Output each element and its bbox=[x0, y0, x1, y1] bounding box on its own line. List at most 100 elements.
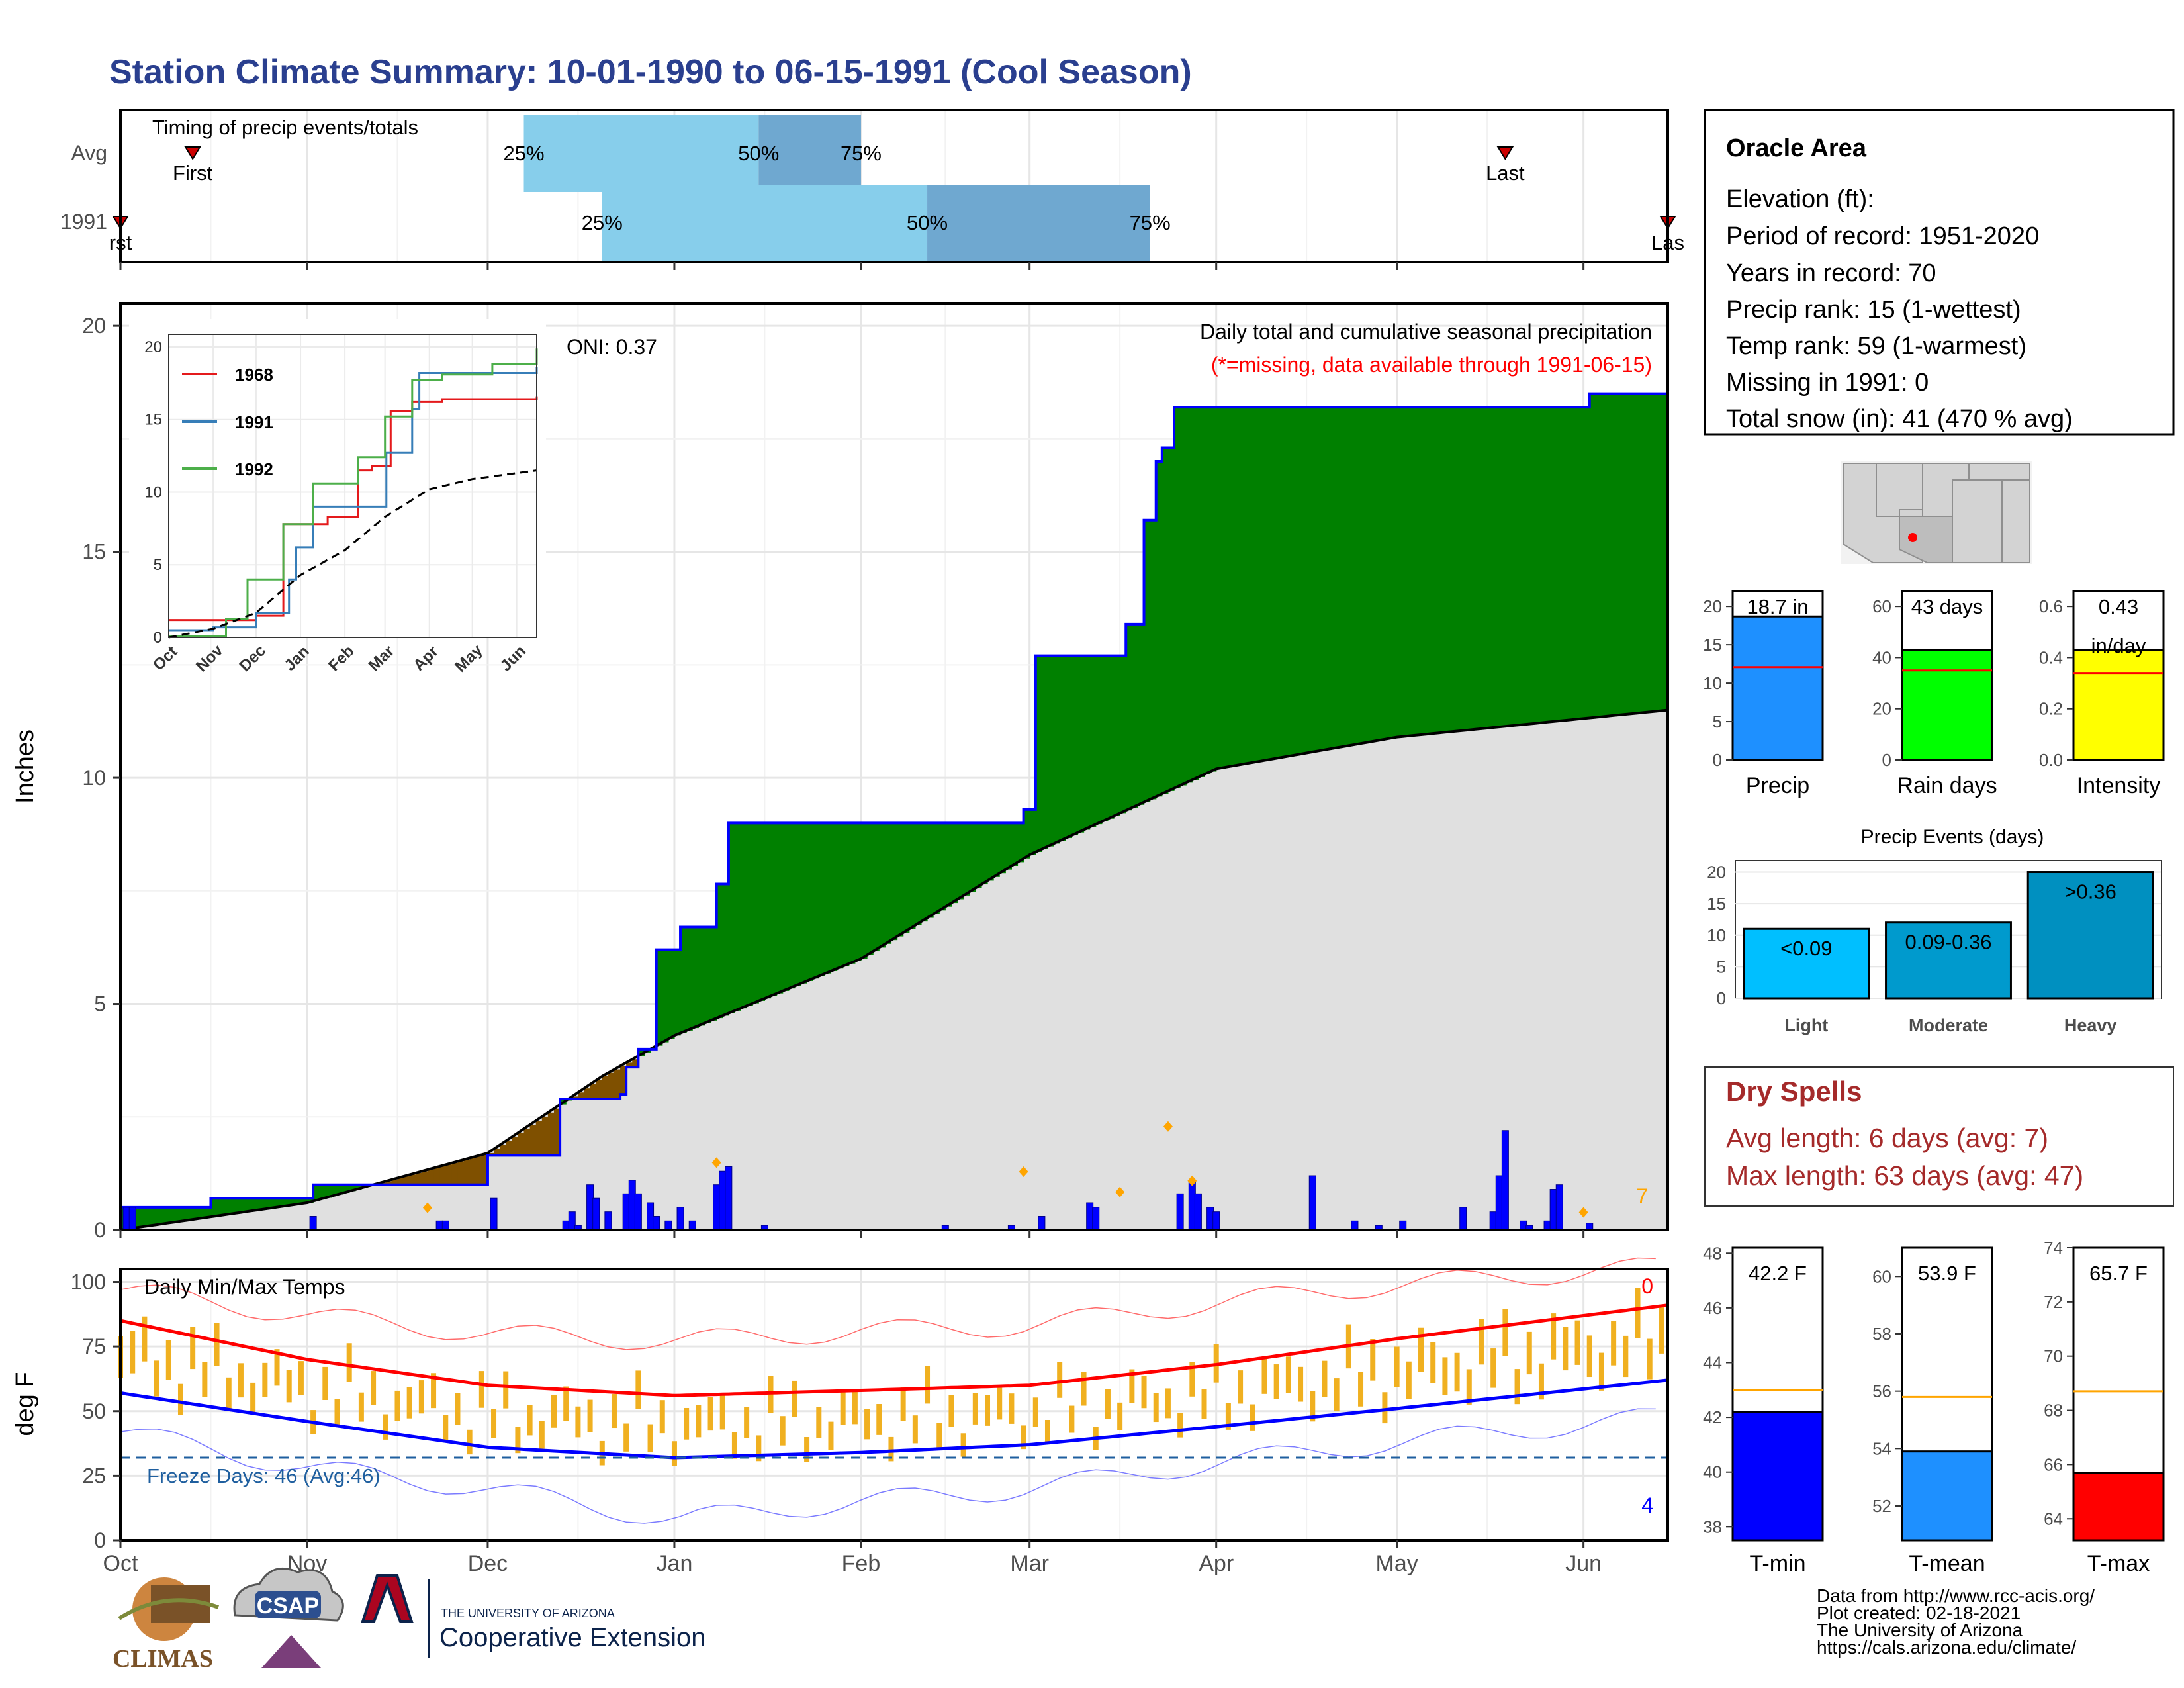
above-average-fill bbox=[1174, 407, 1181, 788]
daily-temp-bar bbox=[262, 1362, 268, 1397]
daily-precip-bar bbox=[1188, 1180, 1196, 1231]
inset-x-tick-label: Feb bbox=[325, 642, 357, 675]
above-average-fill bbox=[240, 1198, 248, 1213]
daily-precip-bar bbox=[128, 1207, 136, 1231]
above-average-fill bbox=[885, 823, 892, 944]
mini-chart-tick-label: 0 bbox=[1713, 750, 1722, 770]
timing-bar-50-75 bbox=[758, 115, 861, 192]
daily-precip-bar bbox=[1555, 1184, 1563, 1231]
below-average-fill bbox=[620, 1066, 627, 1095]
daily-temp-bar bbox=[298, 1361, 304, 1395]
above-average-fill bbox=[1619, 393, 1626, 715]
y-tick-label: 5 bbox=[94, 992, 106, 1016]
daily-precip-bar bbox=[1351, 1220, 1359, 1231]
temp-summary-name: T-min bbox=[1750, 1551, 1806, 1576]
daily-precip-bar bbox=[725, 1166, 733, 1231]
daily-temp-bar bbox=[635, 1370, 641, 1409]
above-average-fill bbox=[1553, 407, 1560, 722]
above-average-fill bbox=[1216, 407, 1223, 769]
above-average-fill bbox=[831, 823, 838, 971]
below-average-fill bbox=[535, 1121, 543, 1156]
daily-temp-bar bbox=[1261, 1358, 1267, 1394]
above-average-fill bbox=[1637, 393, 1645, 714]
timing-bar-50-75 bbox=[927, 185, 1150, 261]
above-average-fill bbox=[813, 823, 819, 979]
daily-temp-bar bbox=[406, 1386, 412, 1419]
daily-temp-bar bbox=[1466, 1369, 1472, 1405]
below-average-fill bbox=[439, 1166, 446, 1185]
daily-temp-bar bbox=[1250, 1404, 1255, 1431]
daily-temp-bar bbox=[925, 1366, 931, 1404]
above-average-fill bbox=[283, 1198, 290, 1207]
month-tick-label: Dec bbox=[468, 1551, 508, 1576]
above-average-fill bbox=[1180, 407, 1187, 786]
daily-temp-bar bbox=[1141, 1376, 1147, 1409]
temp-summary-tick-label: 56 bbox=[1872, 1382, 1891, 1401]
above-average-fill bbox=[295, 1198, 302, 1205]
ua-small-text: THE UNIVERSITY OF ARIZONA bbox=[441, 1607, 615, 1620]
daily-temp-bar bbox=[587, 1399, 593, 1432]
above-average-fill bbox=[289, 1198, 296, 1205]
above-average-fill bbox=[741, 823, 747, 1009]
first-event-label: First bbox=[173, 162, 213, 185]
precip-y-label: Inches bbox=[11, 729, 39, 804]
daily-temp-bar bbox=[816, 1407, 822, 1438]
daily-temp-bar bbox=[1454, 1352, 1460, 1392]
station-box-frame bbox=[1704, 109, 2175, 436]
mini-chart-bar bbox=[2072, 649, 2165, 761]
mini-chart-tick-label: 0 bbox=[1882, 750, 1891, 770]
temp-summary-value-label: 65.7 F bbox=[2089, 1262, 2148, 1285]
temp-y-tick-label: 50 bbox=[82, 1399, 106, 1423]
precip-panel: 0 5 10 15 20 Inches ONI: 0.37 Daily total an… bbox=[11, 302, 1669, 1242]
daily-temp-bar bbox=[1370, 1339, 1376, 1381]
above-average-fill bbox=[1330, 407, 1338, 749]
daily-temp-bar bbox=[322, 1366, 328, 1400]
y-tick-label: 15 bbox=[82, 540, 106, 564]
daily-temp-bar bbox=[1502, 1309, 1508, 1356]
daily-temp-bar bbox=[1382, 1392, 1388, 1424]
above-average-fill bbox=[1535, 407, 1542, 724]
above-average-fill bbox=[1005, 823, 1012, 870]
timing-p75-label: 75% bbox=[841, 142, 882, 165]
above-average-fill bbox=[1017, 823, 1024, 863]
above-average-fill bbox=[228, 1198, 236, 1215]
above-average-fill bbox=[1312, 407, 1319, 752]
daily-temp-bar bbox=[1358, 1372, 1364, 1407]
average-cumulative-line bbox=[120, 708, 1668, 1231]
map-new-mexico bbox=[1952, 479, 2003, 563]
daily-temp-bar bbox=[696, 1405, 702, 1438]
events-bar-label: 0.09-0.36 bbox=[1905, 931, 1992, 954]
daily-precip-bar bbox=[1501, 1130, 1509, 1231]
station-missing: Missing in 1991: 0 bbox=[1726, 369, 1929, 397]
below-average-fill bbox=[584, 1088, 591, 1099]
mini-chart-bar bbox=[1901, 649, 1993, 761]
below-average-fill bbox=[506, 1141, 512, 1156]
cumulative-1991-line bbox=[120, 391, 1669, 1209]
above-average-fill bbox=[1529, 407, 1536, 724]
mini-chart-tick-label: 0.6 bbox=[2039, 596, 2063, 616]
above-average-fill bbox=[1480, 407, 1488, 729]
above-average-fill bbox=[1541, 407, 1548, 723]
above-average-fill bbox=[337, 1184, 344, 1195]
daily-temp-bar bbox=[346, 1343, 352, 1382]
above-average-fill bbox=[993, 823, 1000, 877]
above-average-fill bbox=[807, 823, 813, 981]
above-average-fill bbox=[1077, 655, 1085, 833]
temp-summary-tick-label: 46 bbox=[1703, 1298, 1722, 1318]
footer-university: The University of Arizona bbox=[1817, 1620, 2023, 1640]
above-average-fill bbox=[1138, 624, 1145, 805]
daily-precip-bar bbox=[604, 1211, 612, 1231]
station-info-box: Oracle Area Elevation (ft): Period of re… bbox=[1704, 109, 2175, 436]
daily-temp-bar bbox=[985, 1395, 991, 1426]
daily-temp-bar bbox=[912, 1415, 918, 1444]
daily-temp-bar bbox=[1021, 1425, 1026, 1450]
below-average-fill bbox=[427, 1169, 434, 1185]
above-average-fill bbox=[734, 823, 741, 1011]
above-average-fill bbox=[1379, 407, 1386, 741]
temp-summary-tick-label: 48 bbox=[1703, 1243, 1722, 1263]
mini-chart-name: Precip bbox=[1746, 773, 1809, 798]
below-average-fill bbox=[547, 1112, 555, 1156]
above-average-fill bbox=[150, 1207, 158, 1226]
above-average-fill bbox=[1408, 407, 1416, 736]
